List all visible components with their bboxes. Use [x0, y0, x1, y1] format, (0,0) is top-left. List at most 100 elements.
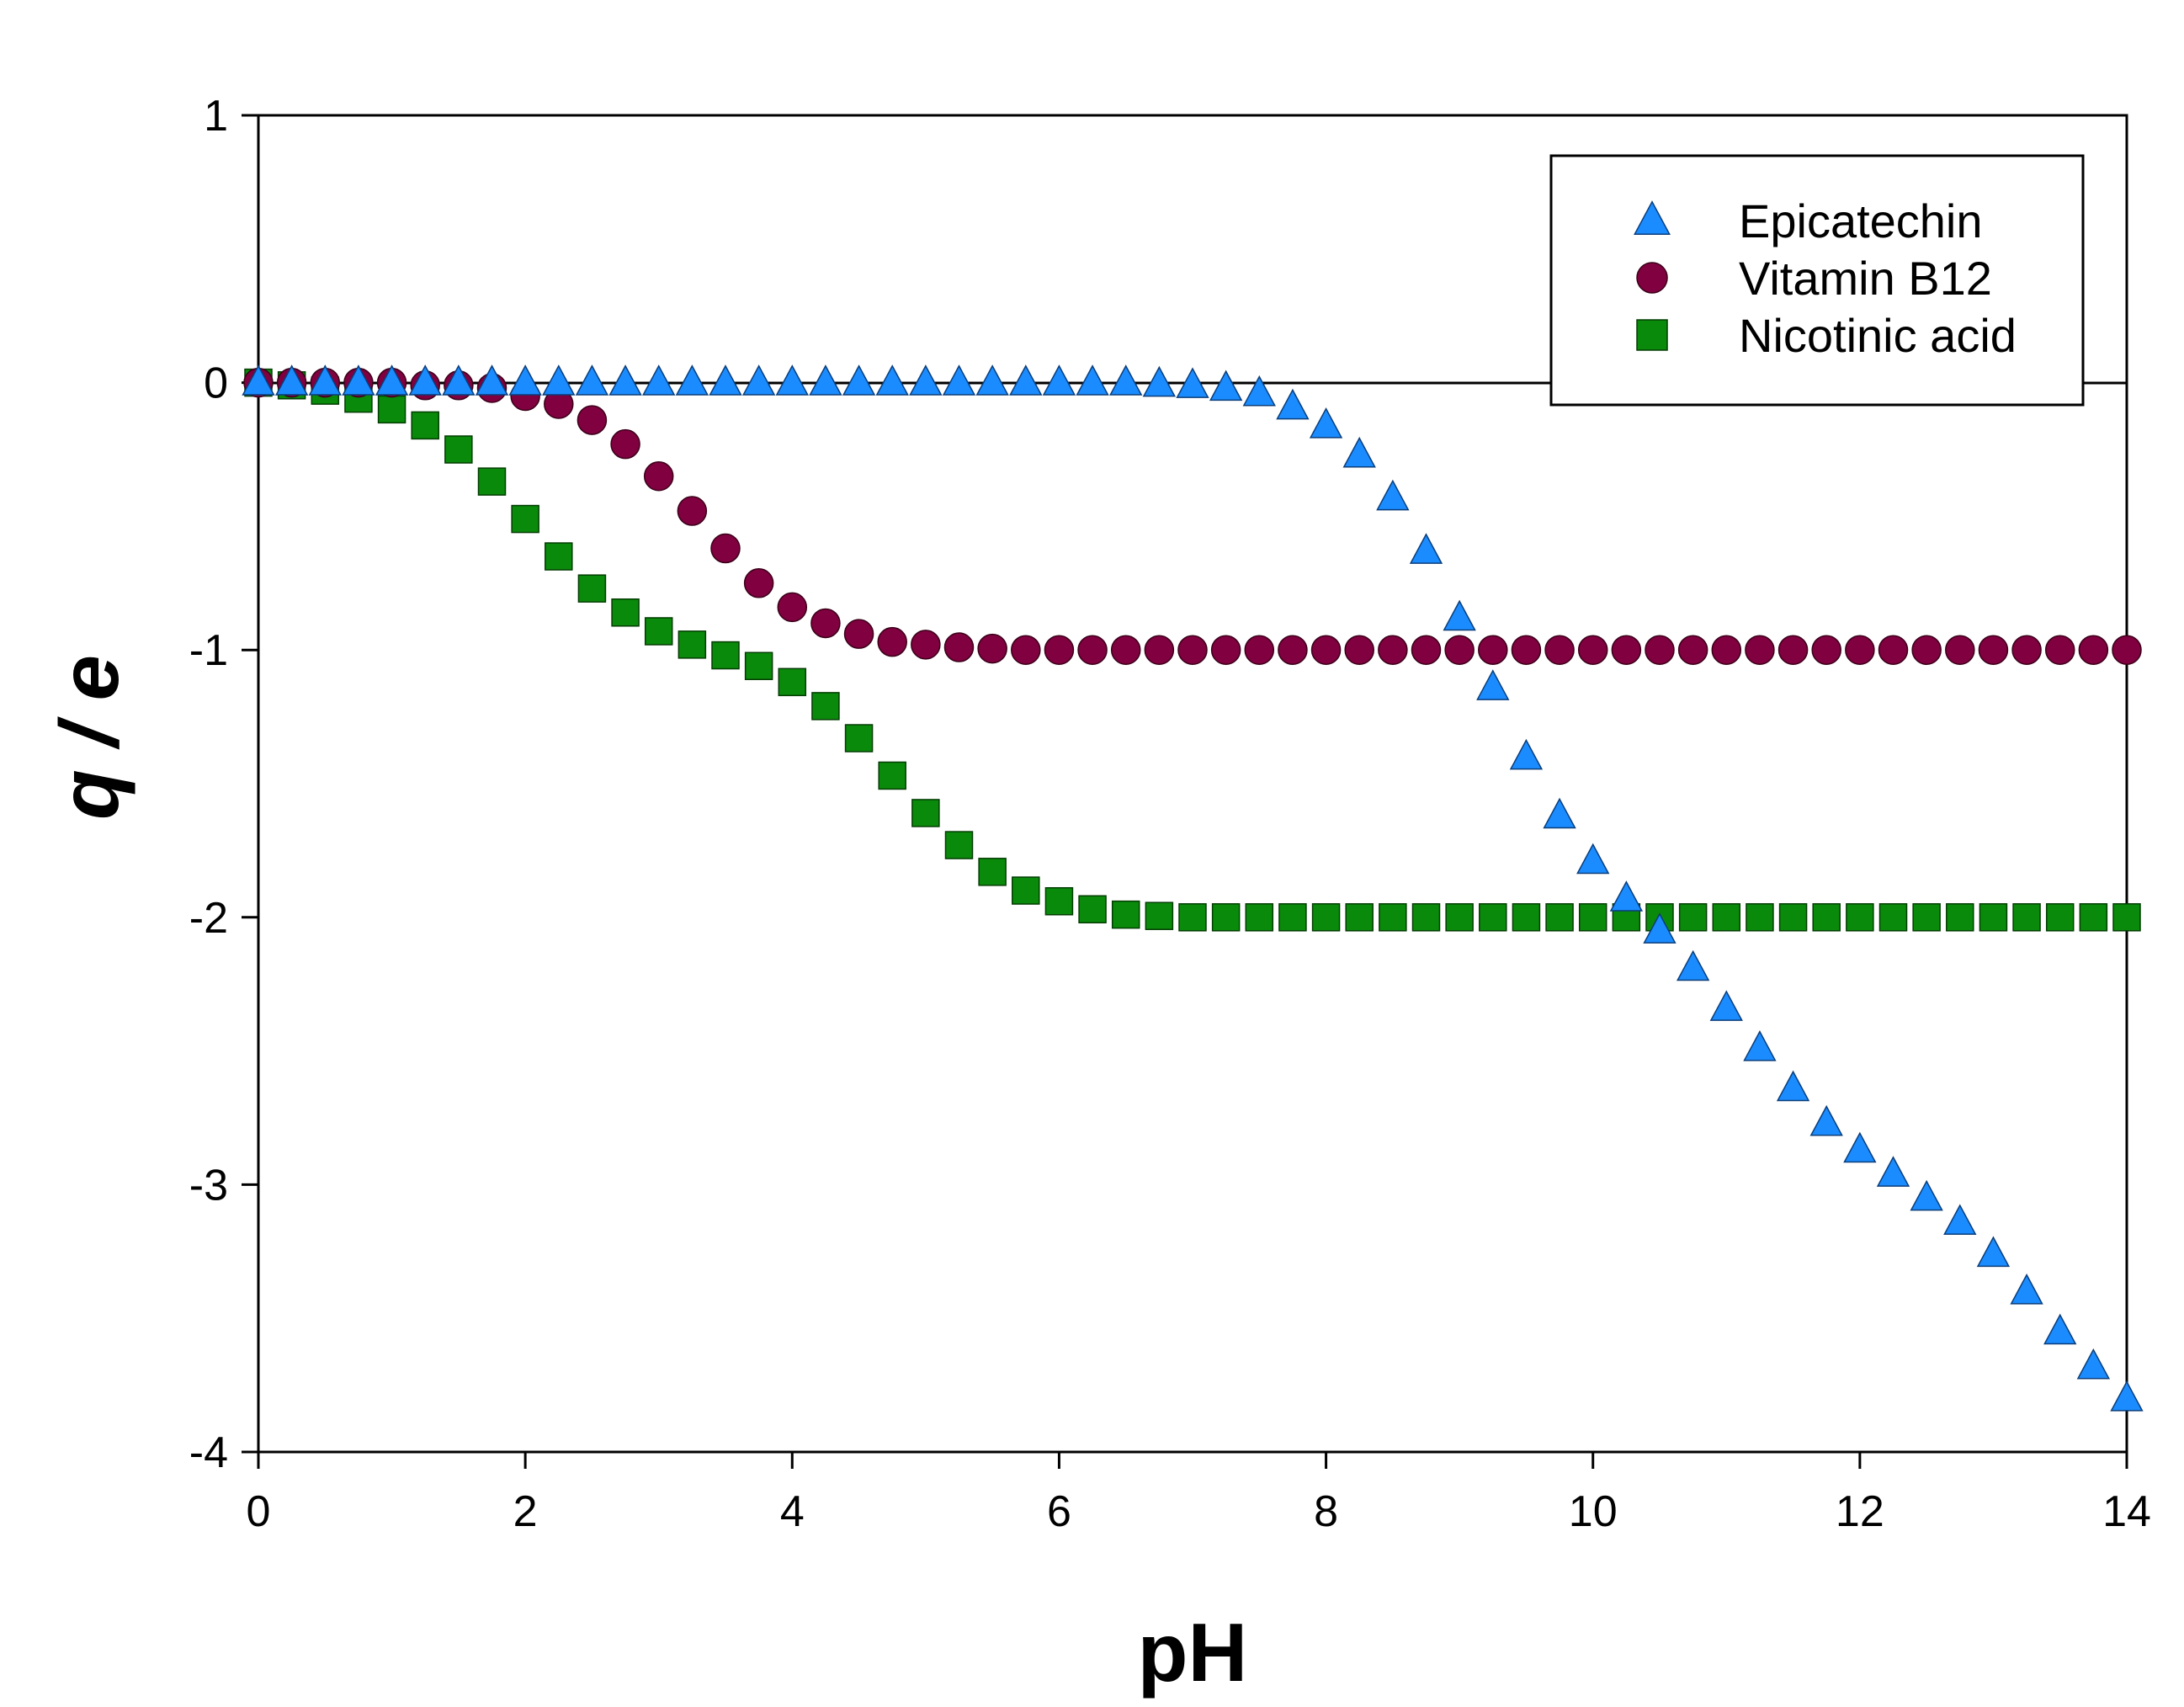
data-point	[1177, 635, 1208, 665]
data-point	[1912, 903, 1941, 932]
data-point	[1009, 364, 1043, 396]
data-point	[377, 395, 407, 424]
data-point	[1376, 479, 1410, 511]
data-point	[2045, 903, 2075, 932]
data-point	[677, 496, 708, 526]
data-point	[843, 619, 874, 649]
data-point	[1209, 370, 1243, 401]
data-point	[1409, 533, 1443, 564]
data-point	[810, 608, 841, 639]
data-point	[1777, 635, 1809, 665]
data-point	[1778, 903, 1808, 932]
data-point	[875, 364, 909, 396]
data-point	[644, 617, 673, 646]
x-tick-label: 10	[1569, 1487, 1618, 1536]
data-point	[1976, 1236, 2011, 1268]
y-axis: 1 0 -1 -2 -3 -4	[189, 92, 258, 1477]
data-point	[1078, 895, 1107, 924]
data-point	[1044, 635, 1075, 665]
data-point	[2110, 1380, 2144, 1412]
data-point	[744, 651, 773, 681]
data-point	[2043, 1313, 2077, 1345]
data-point	[1910, 1179, 1943, 1211]
data-point	[1345, 903, 1374, 932]
data-point	[1943, 1204, 1977, 1236]
data-point	[1845, 635, 1875, 665]
data-point	[743, 568, 774, 598]
data-point	[1244, 635, 1275, 665]
data-point	[909, 364, 943, 396]
data-point	[1077, 635, 1108, 665]
data-point	[741, 364, 776, 396]
data-point	[1145, 901, 1174, 930]
data-point	[1278, 635, 1308, 665]
data-point	[1276, 388, 1310, 420]
data-point	[1946, 903, 1974, 932]
data-point	[1711, 635, 1742, 665]
y-tick-label: -2	[189, 894, 228, 943]
data-point	[643, 461, 674, 492]
data-point	[2076, 1348, 2111, 1380]
data-point	[1709, 990, 1743, 1021]
data-point	[777, 592, 808, 623]
data-point	[1545, 903, 1574, 932]
data-point	[1609, 880, 1644, 912]
data-point	[1144, 635, 1175, 665]
data-series	[242, 364, 2144, 1412]
data-point	[1245, 903, 1274, 932]
data-point	[911, 799, 940, 827]
data-point	[1278, 903, 1307, 932]
data-point	[1444, 635, 1475, 665]
y-tick-label: -1	[189, 626, 228, 675]
data-point	[842, 364, 876, 396]
data-point	[575, 364, 609, 396]
data-point	[1979, 903, 2008, 932]
plot-frame	[257, 114, 2128, 1454]
data-point	[1411, 903, 1441, 932]
data-point	[1476, 669, 1510, 700]
data-point	[1211, 903, 1241, 932]
data-point	[1712, 903, 1741, 932]
data-point	[2044, 635, 2075, 665]
data-point	[1878, 903, 1908, 932]
data-point	[1812, 903, 1841, 932]
data-point	[1342, 436, 1376, 468]
data-point	[811, 692, 840, 721]
data-point	[1443, 599, 1476, 631]
data-point	[1044, 886, 1074, 916]
data-point	[675, 364, 709, 396]
data-point	[442, 364, 476, 396]
legend-marker	[1636, 319, 1668, 351]
data-point	[1911, 635, 1942, 665]
data-point	[1978, 635, 2009, 665]
data-point	[1509, 738, 1544, 770]
data-point	[511, 504, 539, 534]
data-point	[1076, 364, 1109, 396]
data-point	[844, 724, 874, 752]
data-point	[1578, 903, 1607, 932]
data-point	[1677, 635, 1708, 665]
data-point	[2112, 635, 2142, 665]
data-point	[778, 667, 807, 697]
data-point	[1809, 1104, 1843, 1136]
x-tick-label: 2	[513, 1487, 538, 1536]
data-point	[1042, 364, 1076, 396]
x-tick-label: 14	[2102, 1487, 2151, 1536]
data-point	[411, 411, 439, 440]
data-point	[342, 364, 375, 396]
y-tick-label: -4	[189, 1428, 228, 1477]
data-point	[1310, 635, 1342, 665]
data-point	[1445, 903, 1474, 932]
x-tick-label: 4	[780, 1487, 805, 1536]
data-point	[1576, 843, 1610, 875]
data-point	[1945, 635, 1975, 665]
x-tick-label: 8	[1314, 1487, 1338, 1536]
data-point	[1745, 635, 1775, 665]
data-point	[577, 405, 608, 435]
data-point	[1012, 876, 1040, 905]
data-point	[2078, 635, 2109, 665]
data-point	[1178, 903, 1207, 932]
data-point	[1210, 635, 1241, 665]
data-point	[943, 632, 975, 662]
